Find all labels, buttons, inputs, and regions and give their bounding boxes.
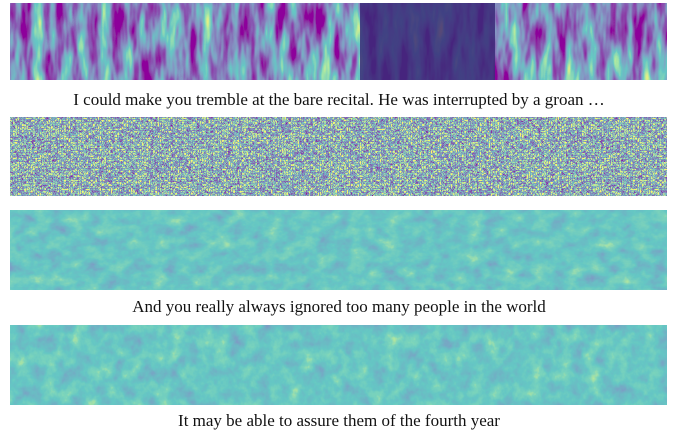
spectrogram (10, 210, 667, 290)
caption: And you really always ignored too many p… (132, 297, 546, 316)
spectrogram (10, 3, 667, 80)
caption: I could make you tremble at the bare rec… (73, 90, 605, 109)
caption: It may be able to assure them of the fou… (178, 411, 500, 430)
spectrogram (10, 325, 667, 405)
silence-region (360, 3, 495, 80)
spectrogram (10, 117, 667, 196)
